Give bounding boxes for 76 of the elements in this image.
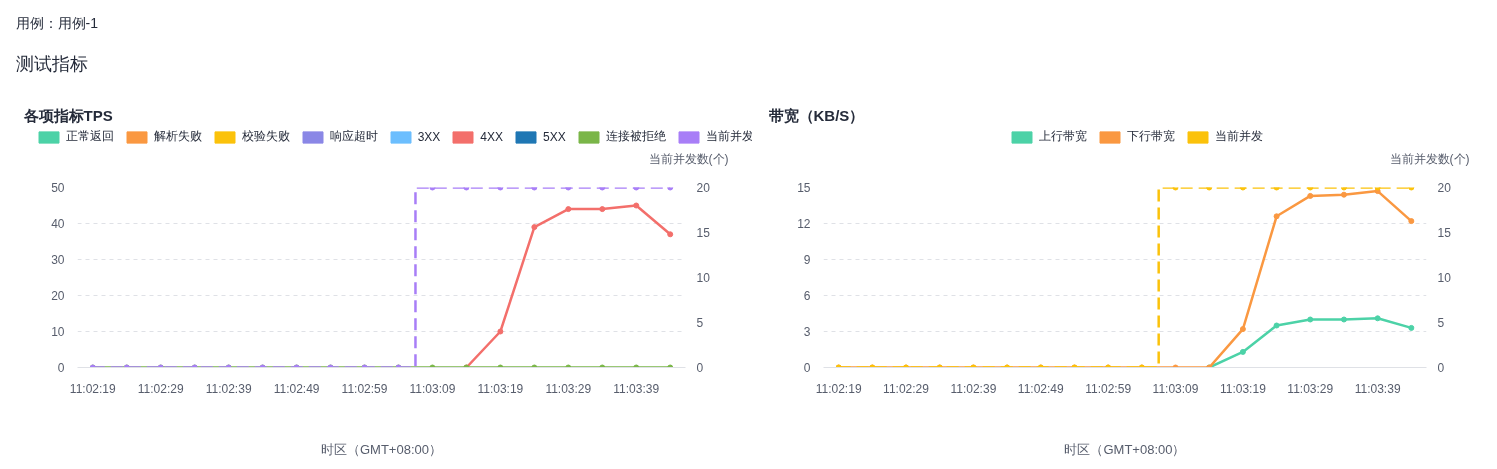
point xyxy=(1340,316,1347,323)
y2-axis-title: 当前并发数(个) xyxy=(1389,152,1470,166)
y2-tick-label: 10 xyxy=(696,271,711,285)
point xyxy=(1307,316,1314,323)
x-tick-label: 11:03:09 xyxy=(409,381,456,396)
legend-label: 4XX xyxy=(480,129,504,144)
legend-label: 正常返回 xyxy=(65,128,114,145)
point xyxy=(1374,315,1381,322)
x-tick-label: 11:03:39 xyxy=(1354,381,1401,396)
x-tick-label: 11:02:29 xyxy=(137,381,184,396)
y-tick-label: 0 xyxy=(57,361,65,375)
y2-tick-label: 20 xyxy=(696,181,711,195)
y-tick-label: 40 xyxy=(51,217,65,231)
y2-tick-label: 0 xyxy=(696,361,704,375)
point xyxy=(1340,191,1347,198)
legend-label: 连接被拒绝 xyxy=(605,128,666,145)
point xyxy=(599,206,606,213)
point xyxy=(1408,324,1415,331)
legend-label: 校验失败 xyxy=(241,128,290,145)
legend-label: 当前并发 xyxy=(1214,128,1263,145)
y-tick-label: 6 xyxy=(803,289,811,303)
point xyxy=(1408,218,1415,225)
y-tick-label: 30 xyxy=(51,253,65,267)
y2-tick-label: 20 xyxy=(1437,181,1452,195)
x-tick-label: 11:03:09 xyxy=(1152,381,1199,396)
point xyxy=(497,328,504,335)
y-tick-label: 0 xyxy=(803,361,811,375)
text: 测试指标 xyxy=(15,53,88,74)
y2-tick-label: 15 xyxy=(1437,226,1452,240)
legend-label: 解析失败 xyxy=(153,128,202,145)
legend-label: 响应超时 xyxy=(329,128,378,145)
y2-tick-label: 0 xyxy=(1437,361,1445,375)
point xyxy=(633,202,640,209)
legend-label: 上行带宽 xyxy=(1038,128,1087,145)
x-tick-label: 11:03:29 xyxy=(1287,381,1334,396)
x-tick-label: 11:02:39 xyxy=(950,381,997,396)
y-tick-label: 50 xyxy=(51,181,65,195)
y-tick-label: 15 xyxy=(797,181,811,195)
point xyxy=(1273,322,1280,329)
y-tick-label: 12 xyxy=(797,217,811,231)
text: 用例：用例-1 xyxy=(15,14,99,31)
y-tick-label: 10 xyxy=(51,325,65,339)
x-axis-title: 时区（GMT+08:00） xyxy=(321,441,443,457)
chart-title: 各项指标TPS xyxy=(22,107,113,124)
point xyxy=(1239,326,1246,333)
x-tick-label: 11:03:39 xyxy=(613,381,660,396)
legend-label: 3XX xyxy=(417,129,441,144)
point xyxy=(1239,348,1246,355)
x-tick-label: 11:03:29 xyxy=(545,381,592,396)
legend-label: 5XX xyxy=(543,129,566,144)
x-tick-label: 11:02:19 xyxy=(815,381,862,396)
x-tick-label: 11:02:59 xyxy=(341,381,388,396)
point xyxy=(667,231,674,238)
x-axis-title: 时区（GMT+08:00） xyxy=(1064,441,1186,457)
x-tick-label: 11:02:19 xyxy=(69,381,117,396)
x-tick-label: 11:02:29 xyxy=(883,381,930,396)
point xyxy=(1307,192,1314,199)
y2-tick-label: 15 xyxy=(696,226,711,240)
x-tick-label: 11:02:59 xyxy=(1085,381,1132,396)
x-tick-label: 11:03:19 xyxy=(1219,381,1267,396)
y2-tick-label: 5 xyxy=(1437,316,1445,330)
y2-tick-label: 10 xyxy=(1437,271,1452,285)
legend-label: 下行带宽 xyxy=(1126,128,1175,145)
y-tick-label: 3 xyxy=(803,325,811,339)
chart-title: 带宽（KB/S） xyxy=(768,107,865,124)
point xyxy=(531,224,538,231)
y-tick-label: 9 xyxy=(803,253,811,267)
y2-tick-label: 5 xyxy=(696,316,704,330)
point xyxy=(1273,213,1280,220)
point xyxy=(565,206,572,213)
y-tick-label: 20 xyxy=(51,289,65,303)
x-tick-label: 11:02:39 xyxy=(205,381,252,396)
y2-axis-title: 当前并发数(个) xyxy=(648,152,729,166)
x-tick-label: 11:02:49 xyxy=(273,381,320,396)
x-tick-label: 11:02:49 xyxy=(1017,381,1065,396)
x-tick-label: 11:03:19 xyxy=(477,381,524,396)
